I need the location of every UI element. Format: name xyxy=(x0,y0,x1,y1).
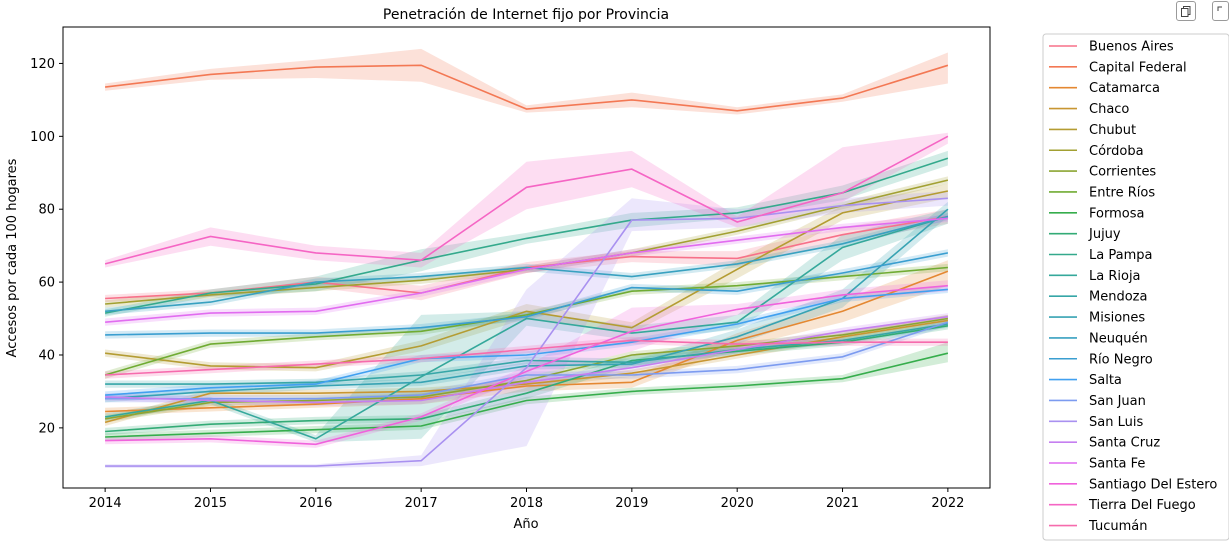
confidence-bands xyxy=(105,48,948,468)
series-line-18 xyxy=(105,197,948,467)
legend-label: La Rioja xyxy=(1089,269,1141,284)
legend-label: San Luis xyxy=(1089,415,1143,430)
series-band-22 xyxy=(105,132,948,268)
series-band-23 xyxy=(105,336,948,379)
legend-label: Jujuy xyxy=(1088,227,1121,242)
x-tick-label: 2015 xyxy=(194,496,227,511)
series-line-22 xyxy=(104,135,949,265)
series-band-0 xyxy=(105,209,948,303)
series-line-8 xyxy=(105,352,949,438)
legend-label: Misiones xyxy=(1089,311,1145,326)
series-band-13 xyxy=(105,201,948,403)
series-line-14 xyxy=(105,215,949,313)
series-line-9 xyxy=(105,325,949,433)
x-tick-label: 2019 xyxy=(615,496,648,511)
copy-icon xyxy=(1181,6,1191,17)
series-band-9 xyxy=(105,322,948,436)
legend-label: La Pampa xyxy=(1089,248,1152,263)
legend-label: Tierra Del Fuego xyxy=(1088,498,1196,513)
expand-icon xyxy=(1217,6,1222,11)
x-tick-label: 2018 xyxy=(510,496,543,511)
copy-output-button[interactable] xyxy=(1176,1,1196,21)
y-tick-label: 20 xyxy=(38,421,55,436)
legend-label: Chubut xyxy=(1089,123,1136,138)
series-line-21 xyxy=(105,284,948,446)
legend-label: Tucumán xyxy=(1088,519,1147,534)
series-line-23 xyxy=(105,339,948,376)
legend-label: Catamarca xyxy=(1089,81,1160,96)
series-line-17 xyxy=(105,321,949,400)
legend-label: Santa Fe xyxy=(1089,457,1145,472)
series-band-11 xyxy=(105,209,948,443)
expand-output-button[interactable] xyxy=(1212,1,1229,21)
series-band-8 xyxy=(105,342,948,441)
legend-label: San Juan xyxy=(1089,394,1146,409)
x-tick-label: 2014 xyxy=(89,496,122,511)
x-tick-label: 2017 xyxy=(405,496,438,511)
series-lines xyxy=(104,64,949,467)
series-band-19 xyxy=(105,313,948,406)
legend-label: Río Negro xyxy=(1089,352,1153,367)
y-tick-label: 100 xyxy=(30,130,55,145)
series-band-1 xyxy=(105,48,948,115)
series-band-14 xyxy=(105,212,948,315)
legend-label: Santiago Del Estero xyxy=(1089,477,1217,492)
series-band-18 xyxy=(105,191,948,468)
legend-frame xyxy=(1042,33,1229,541)
series-band-12 xyxy=(105,320,948,388)
y-tick-label: 120 xyxy=(30,57,55,72)
series-band-10 xyxy=(105,150,948,317)
x-axis: 2014 2015 2016 2017 2018 2019 2020 2021 2022 xyxy=(89,488,964,511)
legend-label: Santa Cruz xyxy=(1089,436,1160,451)
y-tick-label: 60 xyxy=(38,276,55,291)
legend-label: Capital Federal xyxy=(1089,60,1187,75)
x-tick-label: 2021 xyxy=(826,496,859,511)
legend-label: Buenos Aires xyxy=(1089,40,1174,55)
series-line-15 xyxy=(105,252,949,336)
legend-label: Chaco xyxy=(1089,102,1129,117)
series-line-20 xyxy=(105,217,948,323)
y-axis-label: Accesos por cada 100 hogares xyxy=(5,158,20,357)
x-axis-label: Año xyxy=(513,517,538,532)
x-tick-label: 2020 xyxy=(721,496,754,511)
x-tick-label: 2016 xyxy=(299,496,332,511)
legend-label: Mendoza xyxy=(1089,290,1147,305)
x-tick-label: 2022 xyxy=(931,496,964,511)
legend-label: Entre Ríos xyxy=(1089,185,1155,200)
series-line-13 xyxy=(105,208,949,400)
series-line-16 xyxy=(105,288,948,396)
legend-label: Corrientes xyxy=(1089,165,1156,180)
series-band-20 xyxy=(105,214,948,326)
y-axis: 20 40 60 80 100 120 xyxy=(30,57,63,436)
legend-label: Formosa xyxy=(1089,206,1144,221)
chart-title: Penetración de Internet fijo por Provinc… xyxy=(383,7,669,23)
series-line-10 xyxy=(104,157,949,314)
series-line-11 xyxy=(104,215,949,440)
legend-label: Salta xyxy=(1089,373,1122,388)
legend: Buenos Aires Capital Federal Catamarca Chac… xyxy=(1042,33,1229,541)
series-band-4 xyxy=(105,183,948,372)
series-line-1 xyxy=(105,64,949,112)
series-line-2 xyxy=(105,270,949,413)
legend-label: Córdoba xyxy=(1089,144,1144,159)
y-tick-label: 40 xyxy=(38,348,55,363)
y-tick-label: 80 xyxy=(38,203,55,218)
series-line-19 xyxy=(105,315,949,404)
legend-label: Neuquén xyxy=(1089,331,1148,346)
